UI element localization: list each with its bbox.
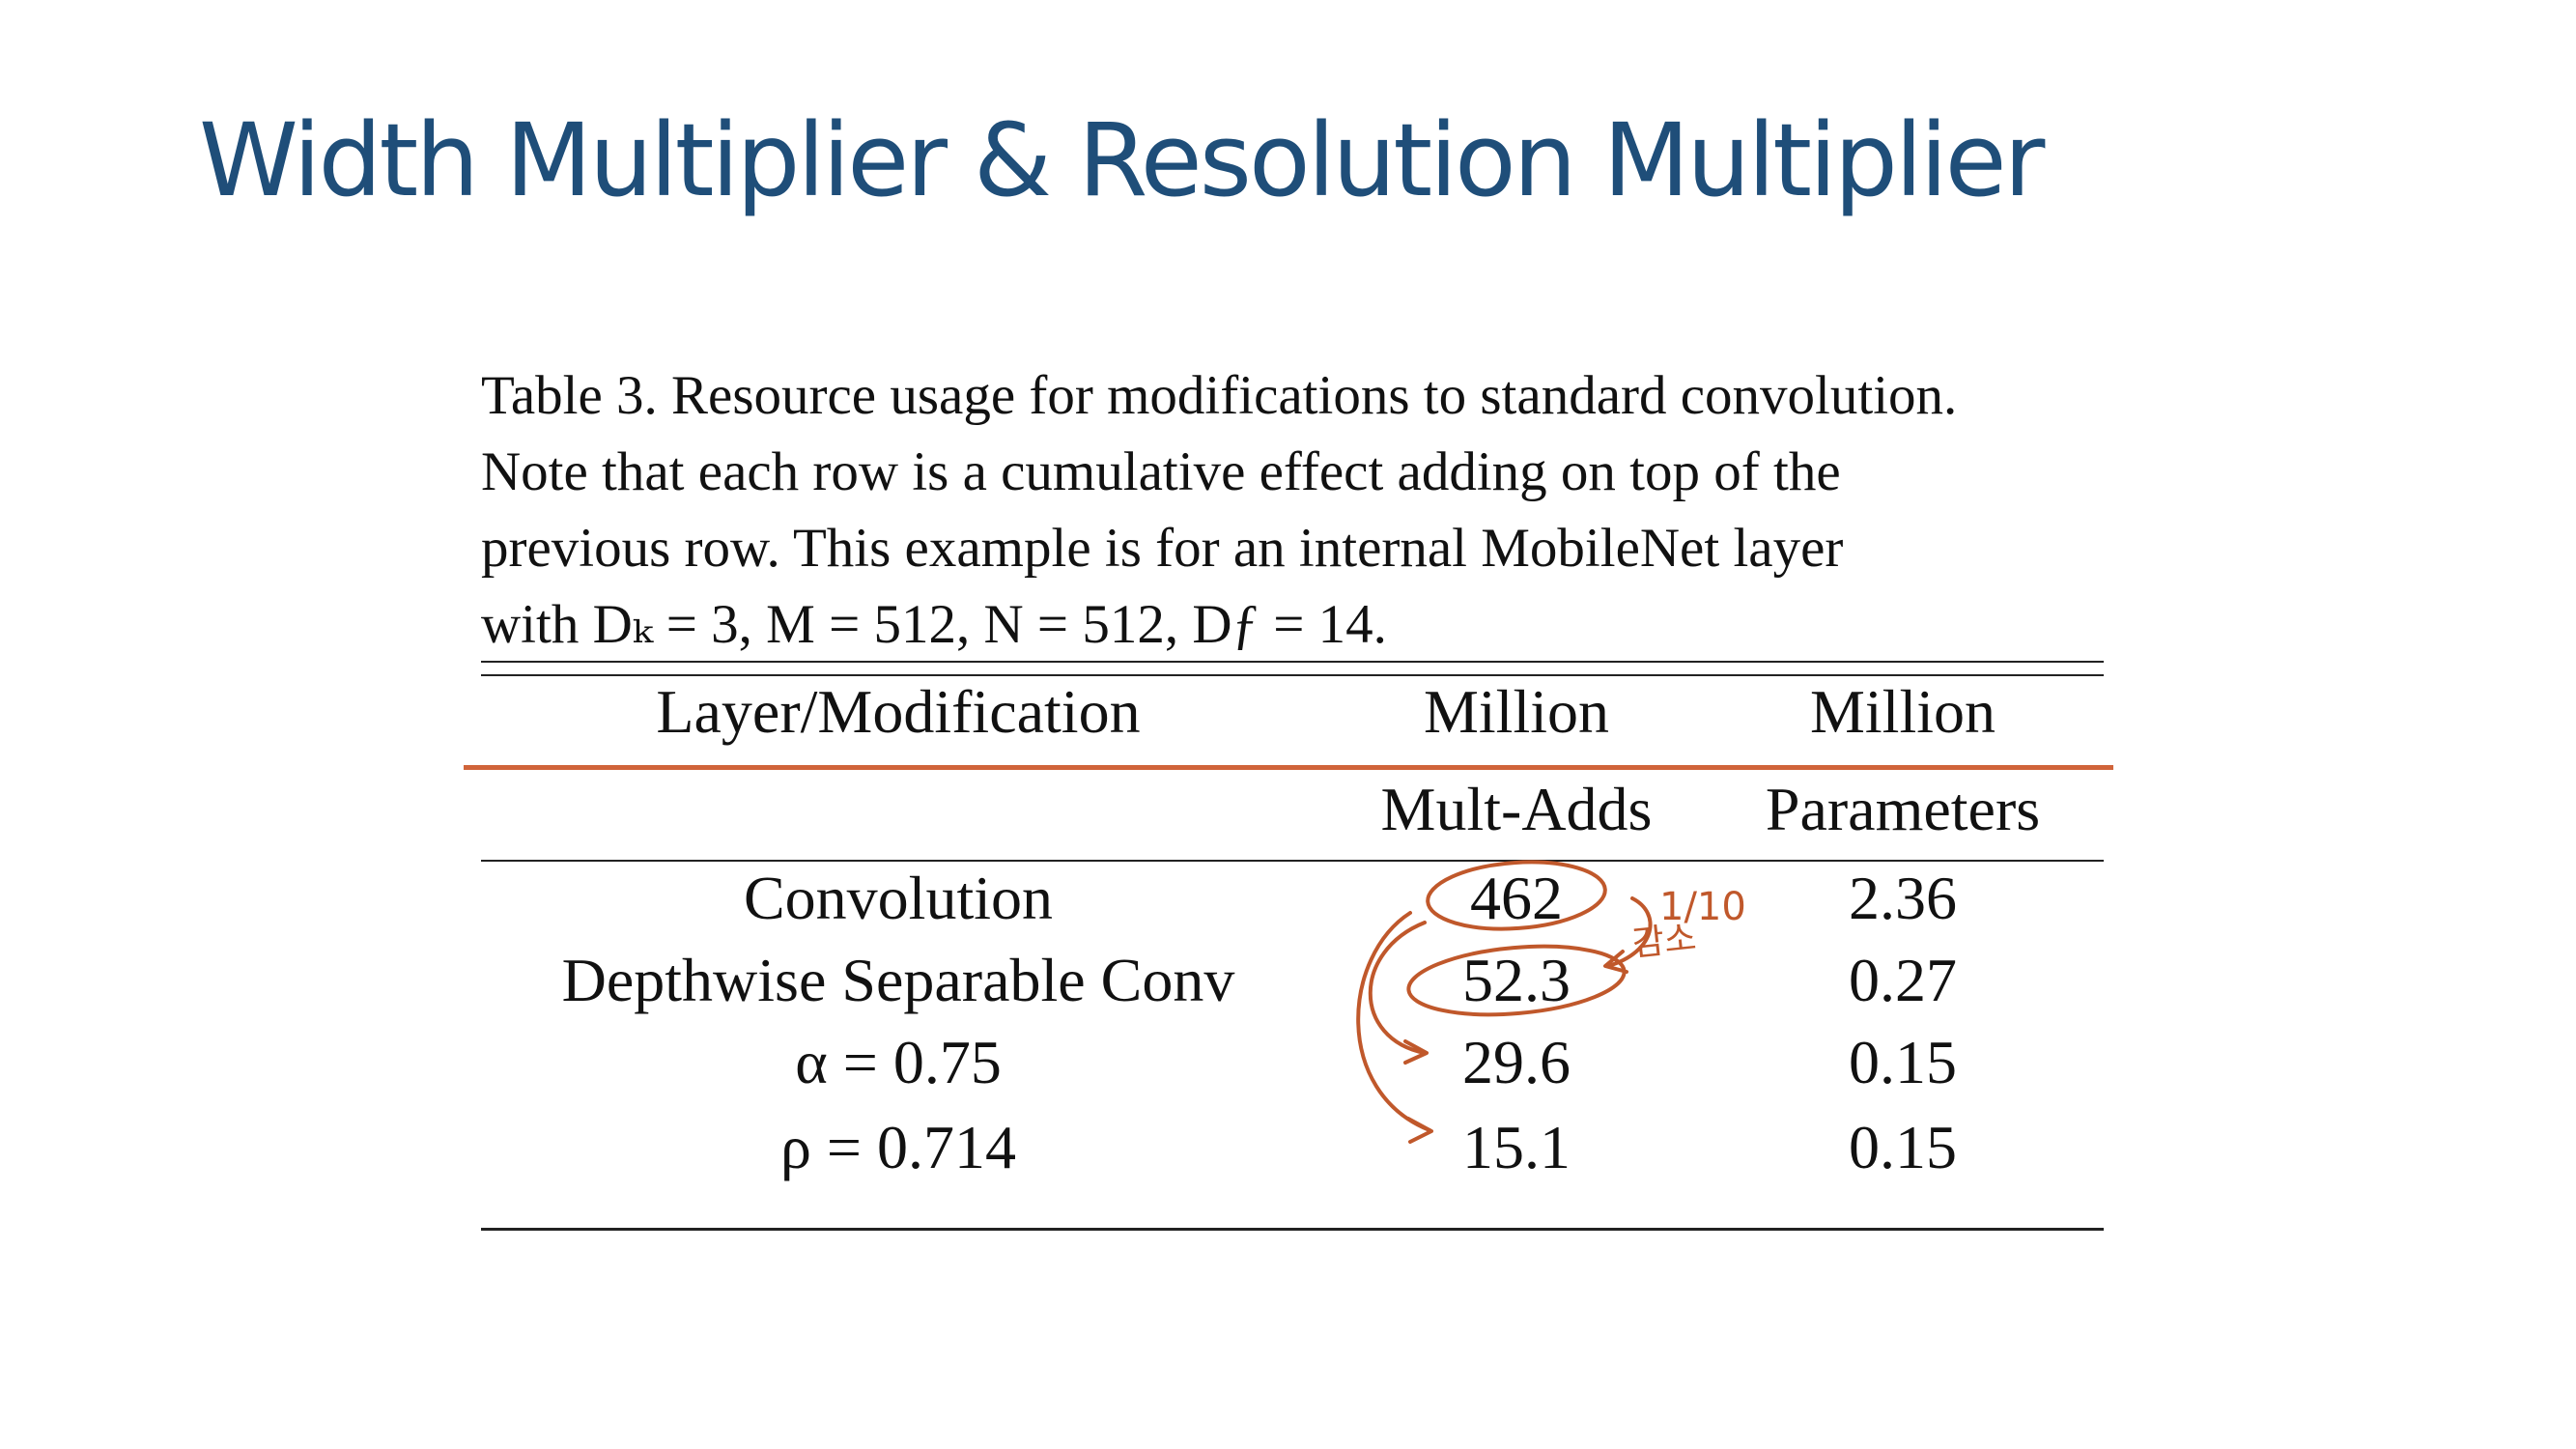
bracket-arrow [1606,896,1653,968]
header-params-bottom: Parameters [1765,775,2041,843]
row-layer: Convolution [743,864,1054,932]
row-layer: α = 0.75 [795,1028,1002,1096]
curve-arrow-2-head [1406,1117,1433,1144]
curve-arrow-2 [1356,911,1431,1132]
table-top-rule-2 [481,674,2104,676]
header-params-top: Million [1809,677,1996,746]
korean-note: 감소 [1629,918,1699,965]
row-multadds: 15.1 [1462,1113,1571,1181]
row-params: 2.36 [1849,864,1957,932]
circle-462 [1426,860,1607,931]
table-bottom-rule [481,1228,2104,1231]
row-multadds: 52.3 [1462,946,1571,1014]
table-caption: Table 3. Resource usage for modification… [481,357,2113,663]
row-layer: ρ = 0.714 [779,1113,1017,1181]
row-params: 0.15 [1849,1113,1957,1181]
arrow-head [1603,950,1628,974]
table-top-rule-1 [481,661,2104,663]
header-layer: Layer/Modification [656,677,1141,746]
curve-arrow-1-head [1403,1039,1429,1065]
row-layer: Depthwise Separable Conv [561,946,1235,1014]
caption-line: with Dₖ = 3, M = 512, N = 512, Dƒ = 14. [481,594,1387,655]
header-accent-rule [464,765,2113,770]
circle-52-3 [1406,944,1627,1017]
row-params: 0.15 [1849,1028,1957,1096]
row-params: 0.27 [1849,946,1957,1014]
fraction-note: 1/10 [1659,885,1746,929]
header-multadds-bottom: Mult-Adds [1380,775,1653,843]
row-multadds: 29.6 [1462,1028,1571,1096]
caption-line: Note that each row is a cumulative effec… [481,441,1841,502]
header-bottom-rule [481,860,2104,862]
row-multadds: 462 [1470,864,1563,932]
curve-arrow-1 [1368,921,1427,1055]
caption-line: Table 3. Resource usage for modification… [481,365,1958,426]
slide-title: Width Multiplier & Resolution Multiplier [199,101,2045,219]
caption-line: previous row. This example is for an int… [481,518,1844,579]
header-multadds-top: Million [1423,677,1610,746]
